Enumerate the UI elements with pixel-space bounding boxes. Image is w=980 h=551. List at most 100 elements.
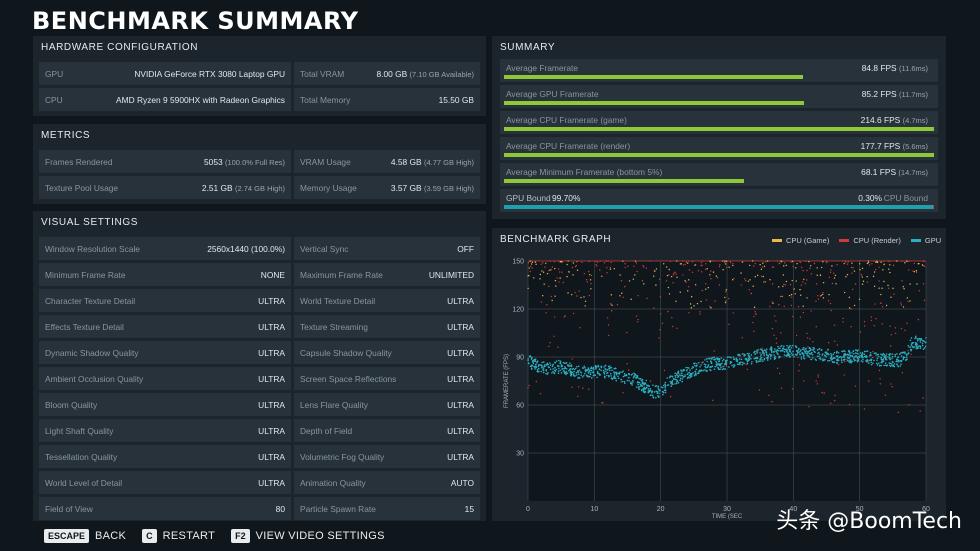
gpu-point: [842, 355, 845, 358]
gpu-point: [881, 360, 884, 362]
key-c[interactable]: C: [142, 529, 157, 543]
cpu-render-point: [810, 273, 813, 275]
cpu-game-point: [542, 295, 544, 297]
gpu-point: [885, 364, 887, 367]
cpu-render-point: [724, 261, 726, 264]
gpu-point: [714, 365, 716, 368]
gpu-point: [642, 382, 644, 384]
summary-value-sub: (14.7ms): [898, 168, 928, 177]
gpu-point: [587, 372, 590, 374]
setting-cell: Volumetric Fog Quality ULTRA: [294, 445, 480, 468]
gpu-point: [653, 391, 656, 393]
gpu-point: [879, 364, 881, 367]
gpu-point: [551, 372, 553, 374]
cpu-render-point: [900, 327, 903, 330]
gpu-point: [785, 354, 787, 357]
gpu-point: [625, 374, 628, 377]
cpu-game-point: [828, 293, 830, 296]
cpu-render-point: [682, 260, 684, 262]
gpu-point: [564, 366, 566, 368]
gpu-point: [919, 345, 922, 348]
gpu-point: [811, 351, 813, 354]
cpu-game-point: [709, 261, 712, 263]
summary-row: Average Minimum Framerate (bottom 5%) 68.…: [500, 163, 938, 186]
gpu-point: [547, 371, 549, 374]
cpu-bound-bar: [932, 205, 934, 209]
cpu-render-point: [643, 266, 645, 268]
cpu-render-point: [901, 260, 903, 263]
key-f2[interactable]: F2: [231, 529, 250, 543]
back-action[interactable]: BACK: [95, 530, 127, 542]
gpu-point: [769, 348, 771, 350]
cpu-game-point: [725, 289, 728, 291]
gpu-point: [689, 376, 691, 379]
gpu-point: [856, 352, 858, 355]
cpu-render-point: [798, 260, 801, 262]
gpu-point: [662, 391, 665, 394]
gpu-point: [628, 379, 630, 382]
gpu-point: [715, 360, 717, 363]
cpu-render-point: [799, 316, 802, 318]
gpu-point: [638, 377, 640, 380]
gpu-point: [756, 352, 758, 354]
gpu-point: [602, 369, 605, 372]
setting-label: Light Shaft Quality: [45, 425, 114, 436]
cpu-game-point: [687, 262, 689, 264]
cpu-game-point: [816, 267, 818, 269]
cpu-render-point: [901, 280, 903, 282]
cpu-render-point: [900, 304, 903, 306]
gpu-point: [765, 351, 768, 354]
gpu-point: [748, 359, 750, 361]
cpu-render-point: [816, 383, 819, 385]
cpu-render-point: [622, 296, 624, 299]
view-video-settings-action[interactable]: VIEW VIDEO SETTINGS: [255, 530, 385, 542]
cpu-render-point: [709, 305, 711, 308]
gpu-point: [628, 373, 631, 376]
gpu-point: [559, 369, 562, 372]
setting-label: World Level of Detail: [45, 477, 123, 488]
gpu-point: [804, 350, 806, 353]
gpu-point: [679, 377, 682, 380]
cpu-render-point: [700, 265, 702, 267]
gpu-point: [843, 358, 846, 360]
gpu-point: [674, 376, 677, 379]
gpu-point: [764, 349, 766, 351]
restart-action[interactable]: RESTART: [162, 530, 216, 542]
gpu-point: [875, 352, 877, 354]
cpu-render-point: [564, 315, 566, 317]
cpu-render-point: [719, 263, 721, 266]
metric-value: 2.51 GB (2.74 GB High): [202, 183, 285, 193]
setting-cell: Tessellation Quality ULTRA: [39, 445, 291, 468]
cpu-game-point: [810, 265, 812, 267]
gpu-point: [814, 358, 817, 361]
setting-cell: World Level of Detail ULTRA: [39, 471, 291, 494]
gpu-point: [736, 363, 739, 366]
cpu-render-point: [702, 260, 704, 262]
gpu-point: [676, 379, 679, 382]
cpu-render-point: [842, 321, 844, 323]
gpu-point: [763, 354, 765, 357]
cpu-game-point: [762, 275, 765, 278]
cpu-render-point: [607, 260, 610, 262]
gpu-point: [793, 355, 795, 358]
cpu-game-point: [668, 268, 670, 271]
gpu-point: [577, 377, 579, 379]
gpu-point: [694, 362, 696, 365]
gpu-point: [552, 368, 554, 370]
gpu-point: [750, 362, 753, 365]
gpu-point: [741, 353, 744, 355]
gpu-point: [908, 346, 910, 348]
gpu-point: [586, 375, 589, 378]
key-escape[interactable]: ESCAPE: [44, 529, 90, 543]
gpu-point: [868, 362, 870, 365]
setting-value: 2560x1440 (100.0%): [207, 243, 285, 254]
gpu-point: [877, 362, 880, 364]
cpu-render-point: [606, 267, 608, 269]
cpu-render-point: [549, 342, 551, 344]
cpu-render-point: [858, 260, 861, 262]
cpu-render-point: [675, 273, 677, 275]
gpu-point: [880, 361, 883, 364]
cpu-game-point: [665, 266, 668, 268]
gpu-point: [705, 370, 708, 373]
cpu-game-point: [728, 266, 730, 268]
